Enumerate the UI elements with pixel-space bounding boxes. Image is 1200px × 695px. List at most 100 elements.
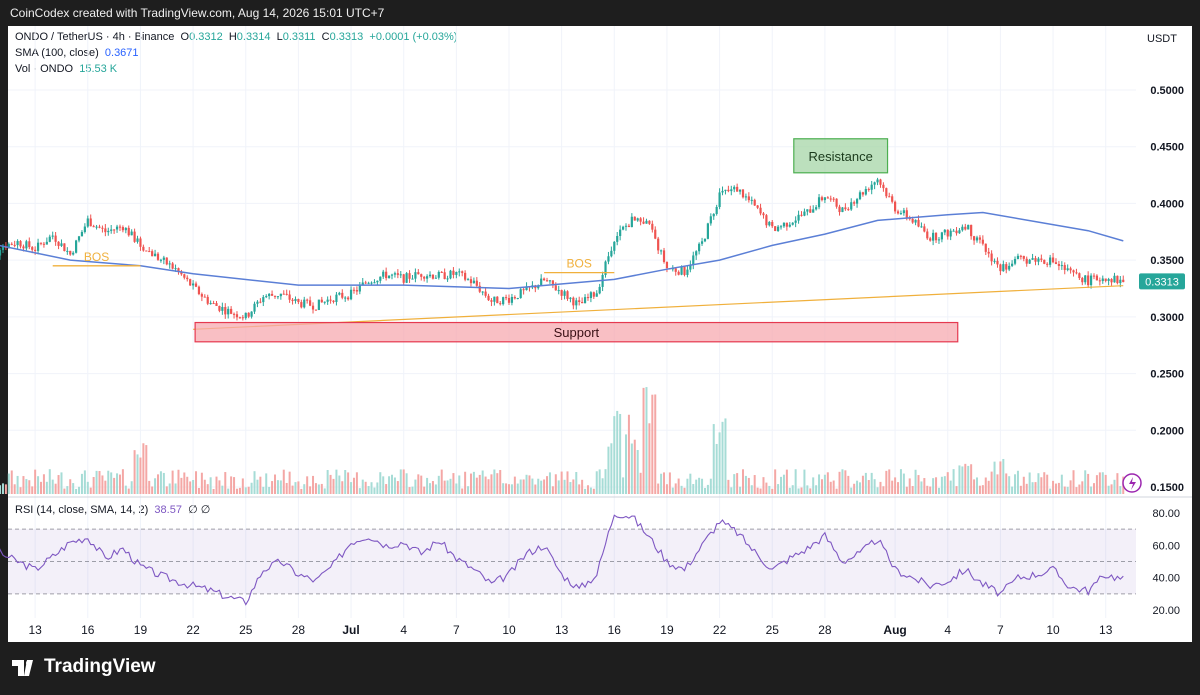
- candle-body: [949, 230, 952, 237]
- volume-bar: [440, 469, 443, 494]
- volume-bar: [1093, 483, 1095, 494]
- candle-body: [347, 297, 350, 300]
- volume-bar: [168, 483, 171, 494]
- volume-bar: [788, 487, 791, 494]
- volume-bar: [1090, 486, 1093, 494]
- volume-bar: [437, 475, 440, 494]
- volume-bar: [970, 464, 973, 494]
- candle-body: [431, 274, 435, 279]
- time-tick-label: 19: [660, 623, 674, 637]
- candle-body: [180, 271, 183, 275]
- volume-bar: [265, 473, 268, 494]
- candle-body: [540, 278, 543, 286]
- candle-body: [700, 241, 704, 244]
- candle-body: [510, 296, 514, 303]
- candle-body: [782, 222, 786, 227]
- volume-bar: [22, 476, 25, 494]
- candle-body: [610, 250, 613, 257]
- candle-body: [244, 312, 247, 319]
- volume-bar: [859, 482, 861, 494]
- candle-body: [1040, 258, 1043, 260]
- candle-body: [13, 244, 16, 246]
- candle-body: [815, 207, 818, 210]
- candle-body: [703, 238, 707, 242]
- candle-body: [1037, 258, 1040, 262]
- volume-bar: [455, 483, 458, 494]
- sma-value: 0.3671: [104, 47, 139, 59]
- volume-bar: [1084, 470, 1087, 494]
- candle-body: [209, 303, 212, 305]
- volume-bar: [668, 472, 671, 494]
- last-price-label: 0.3313: [1145, 276, 1179, 288]
- candle-body: [832, 198, 835, 200]
- volume-bar: [841, 469, 844, 494]
- volume-bar: [303, 484, 306, 494]
- change-value: +0.0001 (+0.03%): [369, 31, 458, 43]
- time-tick-label: 28: [818, 623, 832, 637]
- volume-bar: [297, 481, 300, 494]
- volume-bar: [57, 475, 60, 494]
- volume-bar: [905, 486, 908, 494]
- candle-body: [829, 198, 832, 200]
- candle-body: [28, 241, 31, 248]
- high-value: 0.3314: [236, 31, 271, 43]
- volume-bar: [165, 486, 168, 494]
- candle-body: [1095, 275, 1099, 281]
- candle-body: [519, 289, 522, 298]
- candle-body: [34, 249, 37, 251]
- volume-bar: [709, 478, 712, 494]
- candle-body: [537, 285, 540, 289]
- candle-body: [177, 268, 180, 272]
- candle-body: [203, 296, 206, 298]
- candle-body: [516, 297, 519, 299]
- volume-bar: [630, 443, 633, 494]
- volume-bar: [177, 469, 180, 494]
- volume-bar: [949, 480, 952, 494]
- support-label: Support: [554, 325, 600, 340]
- volume-bar: [835, 488, 838, 494]
- volume-bar: [703, 487, 706, 494]
- candle-body: [943, 229, 946, 233]
- candle-body: [850, 202, 853, 210]
- volume-bar: [572, 479, 575, 494]
- volume-bar: [183, 472, 186, 494]
- candle-body: [297, 299, 300, 303]
- candle-body: [221, 306, 224, 311]
- candle-body: [285, 293, 288, 295]
- volume-bar: [268, 486, 271, 494]
- volume-bar: [350, 482, 353, 494]
- candle-body: [241, 317, 244, 319]
- volume-bar: [60, 472, 63, 494]
- candle-body: [361, 282, 364, 286]
- volume-bar: [1063, 486, 1066, 494]
- volume-bar: [797, 488, 800, 494]
- volume-bar: [63, 488, 66, 494]
- volume-bar: [706, 484, 709, 494]
- volume-bar: [625, 434, 627, 494]
- candle-body: [440, 271, 443, 273]
- candle-body: [645, 220, 648, 224]
- volume-bar: [429, 483, 432, 494]
- candle-body: [282, 293, 285, 295]
- candle-body: [964, 226, 967, 230]
- rsi-tick-label: 80.00: [1152, 508, 1180, 520]
- candle-body: [1087, 275, 1090, 286]
- volume-bar: [645, 387, 648, 494]
- candle-body: [437, 271, 440, 278]
- volume-bar: [113, 477, 116, 494]
- candle-body: [1101, 278, 1104, 282]
- misc-layer: [1122, 473, 1142, 493]
- candle-body: [1081, 278, 1084, 283]
- candle-body: [578, 300, 581, 302]
- candle-body: [288, 294, 291, 300]
- volume-bar: [899, 469, 902, 494]
- volume-bar: [408, 487, 411, 494]
- candle-body: [133, 231, 136, 242]
- volume-bar: [426, 477, 429, 494]
- candle-body: [1066, 268, 1069, 270]
- volume-bar: [206, 484, 209, 494]
- volume-bar: [519, 479, 522, 494]
- time-tick-label: 16: [81, 623, 95, 637]
- candle-body: [54, 235, 57, 242]
